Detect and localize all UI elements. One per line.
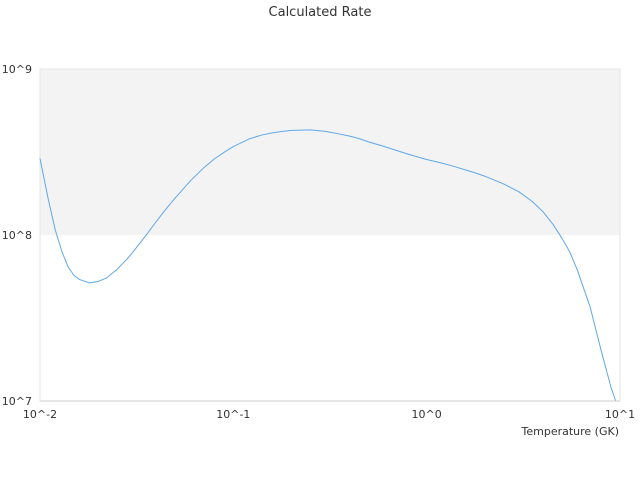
x-tick-label: 10^1 (605, 408, 635, 421)
plot-bands (40, 69, 620, 401)
series-line-0 (39, 129, 617, 402)
series-layer (39, 129, 617, 402)
y-tick-label: 10^8 (2, 229, 32, 242)
x-axis-ticks: 10^-2 10^-1 10^0 10^1 (23, 400, 635, 421)
plot-band (40, 235, 620, 401)
chart-title: Calculated Rate (269, 5, 372, 20)
x-axis-label: Temperature (GK) (521, 425, 620, 438)
y-tick-label: 10^9 (2, 63, 32, 76)
x-tick-label: 10^-2 (23, 408, 57, 421)
x-tick-label: 10^-1 (216, 408, 250, 421)
x-tick-label: 10^0 (412, 408, 442, 421)
y-tick-label: 10^7 (2, 395, 32, 408)
y-axis-ticks: 10^7 10^8 10^9 (2, 63, 32, 408)
plot-band (40, 69, 620, 235)
